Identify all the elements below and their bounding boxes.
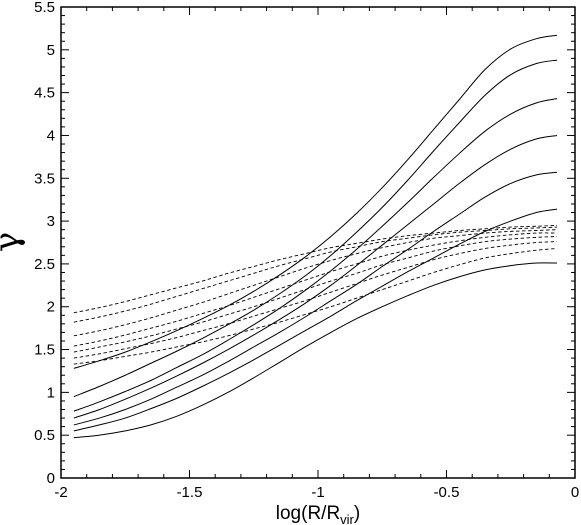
solid-series-line-5 <box>73 98 558 412</box>
y-tick-label: 1 <box>47 384 55 401</box>
y-tick-label: 4.5 <box>34 85 55 102</box>
dashed-series-line-6 <box>73 226 558 323</box>
solid-series-line-1 <box>73 262 558 439</box>
dashed-series-line-4 <box>73 232 558 347</box>
x-axis-label-close: ) <box>354 503 360 524</box>
y-tick-label: 1.5 <box>34 342 55 359</box>
y-tick-label: 3.5 <box>34 170 55 187</box>
minor-ticks <box>61 7 575 478</box>
y-tick-label: 0.5 <box>34 427 55 444</box>
y-tick-label: 5 <box>47 42 55 59</box>
plot-frame <box>60 6 576 479</box>
y-tick-label: 4 <box>47 127 55 144</box>
y-tick-label: 2 <box>47 299 55 316</box>
plot-border <box>60 6 576 479</box>
y-tick-label: 0 <box>47 470 55 487</box>
x-axis-label-base: log(R/R <box>276 503 340 524</box>
dashed-series-line-5 <box>73 229 558 337</box>
solid-series-line-4 <box>73 134 558 419</box>
solid-series-group <box>73 34 558 439</box>
solid-series-line-3 <box>73 171 558 426</box>
x-axis-label-subscript: vir <box>340 512 354 525</box>
x-tick-labels: -2 -1.5 -1 -0.5 0 <box>54 484 579 501</box>
solid-series-line-7 <box>73 34 558 369</box>
dashed-series-line-7 <box>73 224 558 314</box>
x-axis-label: log(R/Rvir) <box>276 503 360 525</box>
x-tick-label: -0.5 <box>434 484 460 501</box>
dashed-series-line-3 <box>73 236 558 353</box>
solid-series-line-2 <box>73 208 558 432</box>
y-tick-label: 3 <box>47 213 55 230</box>
y-axis-label: γ <box>0 232 27 252</box>
y-tick-label: 5.5 <box>34 0 55 16</box>
x-tick-label: -2 <box>54 484 67 501</box>
dashed-series-group <box>73 224 558 365</box>
dashed-series-line-1 <box>73 248 558 365</box>
solid-series-line-6 <box>73 59 558 398</box>
y-tick-labels: 0 0.5 1 1.5 2 2.5 3 3.5 4 4.5 5 5.5 <box>34 0 55 487</box>
major-ticks <box>60 6 576 479</box>
x-tick-label: -1 <box>311 484 324 501</box>
x-tick-label: 0 <box>571 484 579 501</box>
x-tick-label: -1.5 <box>177 484 203 501</box>
y-tick-label: 2.5 <box>34 256 55 273</box>
dashed-series-line-2 <box>73 241 558 359</box>
